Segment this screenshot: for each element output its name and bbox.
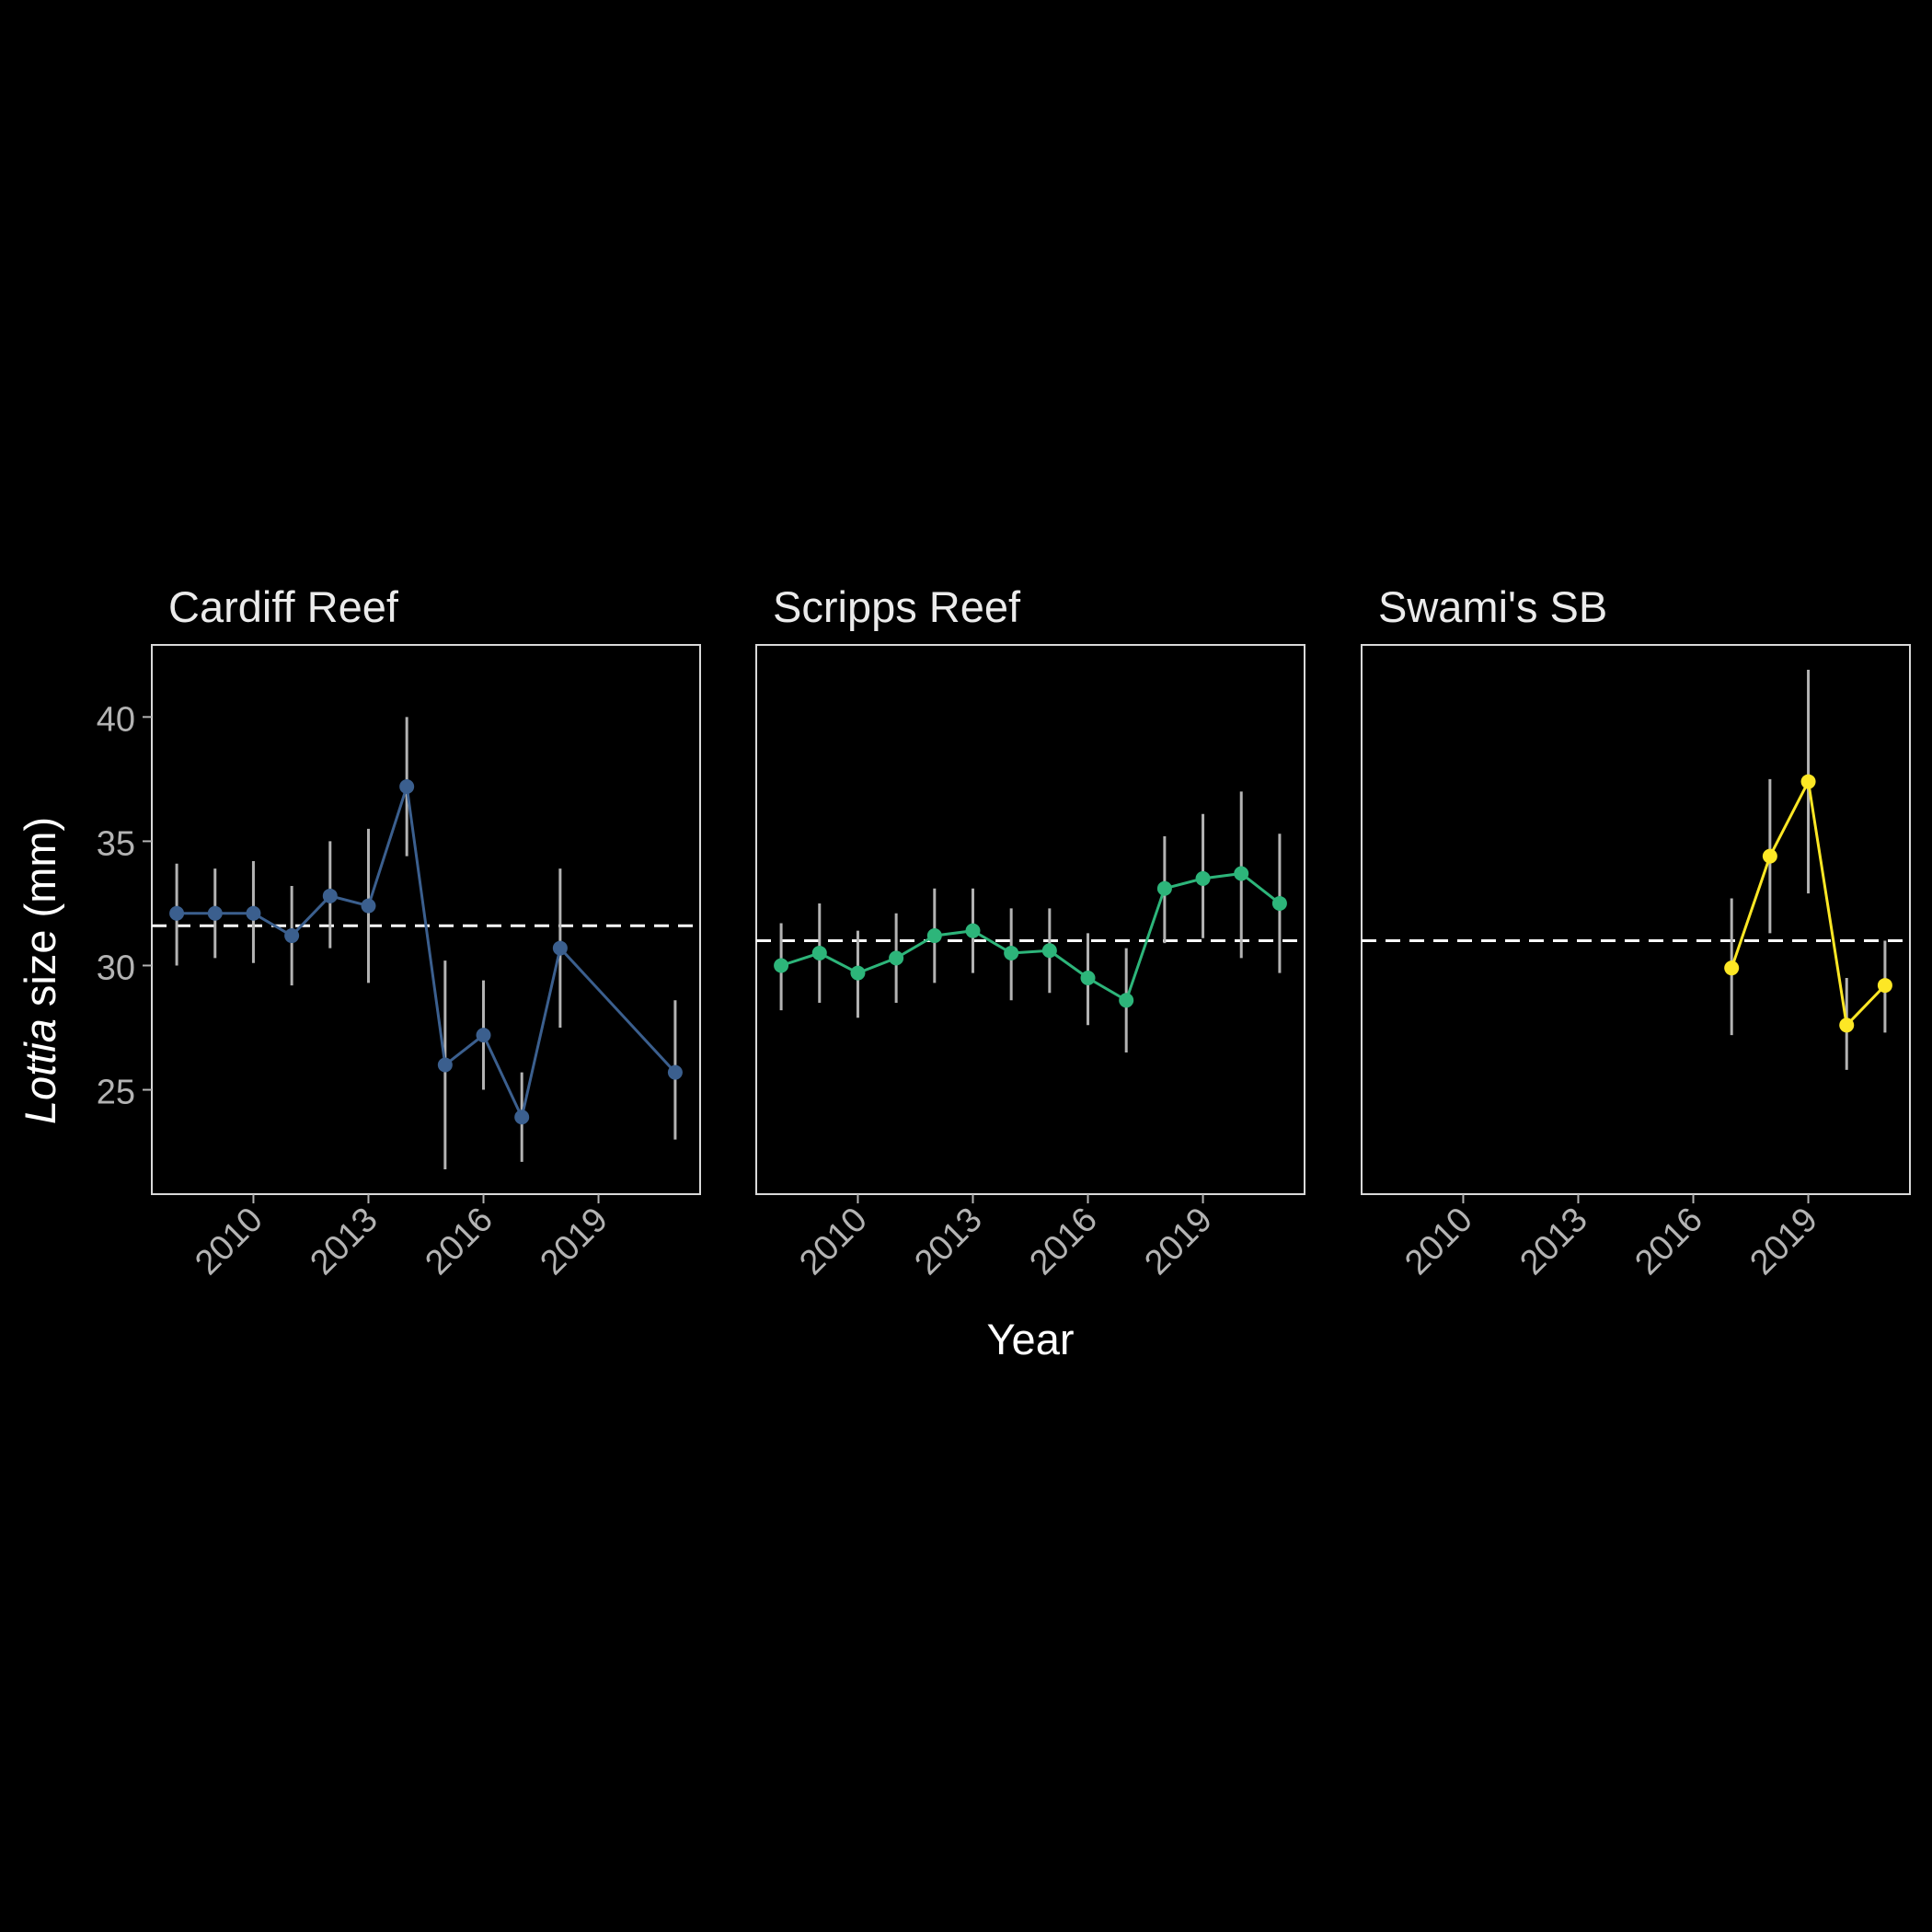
data-point [514, 1110, 530, 1125]
panel-border [755, 644, 1305, 1195]
facet-title: Cardiff Reef [168, 582, 399, 631]
data-point [437, 1057, 453, 1073]
data-point [207, 905, 223, 921]
data-point [1800, 774, 1816, 789]
data-point [1724, 960, 1740, 976]
data-point [552, 940, 568, 956]
data-point [1762, 848, 1777, 864]
data-point [322, 888, 338, 903]
data-point [1156, 880, 1172, 896]
data-point [774, 958, 789, 973]
data-point [1877, 978, 1892, 994]
data-point [889, 950, 904, 966]
data-point [1080, 970, 1096, 985]
y-axis-title-italic: Lottia [16, 1018, 64, 1124]
data-point [284, 928, 300, 944]
data-point [1119, 993, 1134, 1008]
y-tick-label: 40 [97, 700, 135, 739]
data-point [926, 928, 942, 944]
data-point [169, 905, 185, 921]
y-axis-title: Lottia size (mm) [16, 817, 64, 1124]
y-tick-label: 30 [97, 949, 135, 987]
data-point [1271, 895, 1287, 911]
data-point [399, 778, 415, 794]
panel-border [151, 644, 701, 1195]
data-point [1041, 943, 1057, 959]
data-point [1004, 945, 1019, 960]
data-point [1195, 870, 1211, 886]
y-axis-title-rest: size (mm) [16, 817, 64, 1018]
data-point [476, 1028, 491, 1043]
data-point [667, 1064, 683, 1080]
y-tick-label: 25 [97, 1074, 135, 1112]
panel-border [1361, 644, 1911, 1195]
data-point [965, 923, 981, 938]
data-point [361, 898, 376, 914]
data-point [850, 965, 866, 981]
data-point [246, 905, 261, 921]
facet-title: Swami's SB [1378, 582, 1607, 631]
data-point [1234, 866, 1249, 881]
x-axis-title: Year [987, 1315, 1075, 1363]
data-point [1839, 1018, 1855, 1033]
facet-title: Scripps Reef [773, 582, 1021, 631]
data-point [811, 945, 827, 960]
y-tick-label: 35 [97, 824, 135, 863]
